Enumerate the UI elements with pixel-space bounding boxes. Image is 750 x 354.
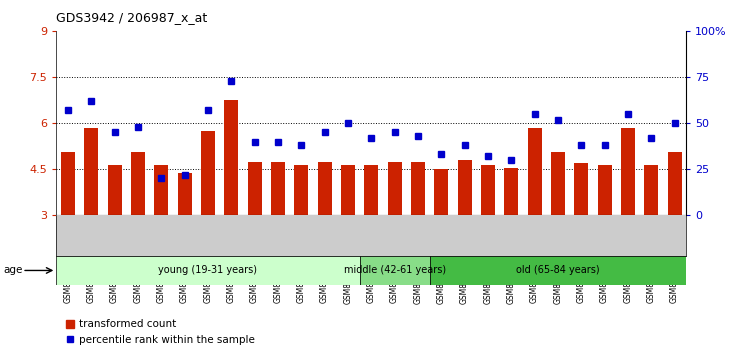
Bar (668, 152, 682, 215)
Bar (364, 165, 378, 215)
Bar (644, 165, 658, 215)
Bar (271, 161, 285, 215)
Bar (56, 256, 359, 285)
Bar (481, 165, 495, 215)
Bar (224, 100, 238, 215)
Bar (248, 161, 262, 215)
Bar (411, 161, 425, 215)
Bar (430, 256, 686, 285)
Bar (527, 128, 542, 215)
Text: old (65-84 years): old (65-84 years) (516, 266, 600, 275)
Bar (154, 165, 168, 215)
Bar (317, 161, 332, 215)
Bar (574, 163, 588, 215)
Bar (201, 131, 215, 215)
Bar (388, 161, 401, 215)
Bar (131, 152, 145, 215)
Bar (84, 128, 98, 215)
Bar (294, 165, 308, 215)
Bar (341, 165, 355, 215)
Bar (504, 168, 518, 215)
Text: age: age (4, 266, 23, 275)
Bar (434, 169, 448, 215)
Bar (61, 152, 75, 215)
Text: GDS3942 / 206987_x_at: GDS3942 / 206987_x_at (56, 11, 208, 24)
Bar (551, 152, 565, 215)
Legend: transformed count, percentile rank within the sample: transformed count, percentile rank withi… (62, 315, 260, 349)
Bar (178, 173, 191, 215)
Bar (359, 256, 430, 285)
Text: middle (42-61 years): middle (42-61 years) (344, 266, 446, 275)
Bar (107, 165, 122, 215)
Bar (621, 128, 635, 215)
Text: young (19-31 years): young (19-31 years) (158, 266, 257, 275)
Bar (598, 165, 611, 215)
Bar (458, 160, 472, 215)
